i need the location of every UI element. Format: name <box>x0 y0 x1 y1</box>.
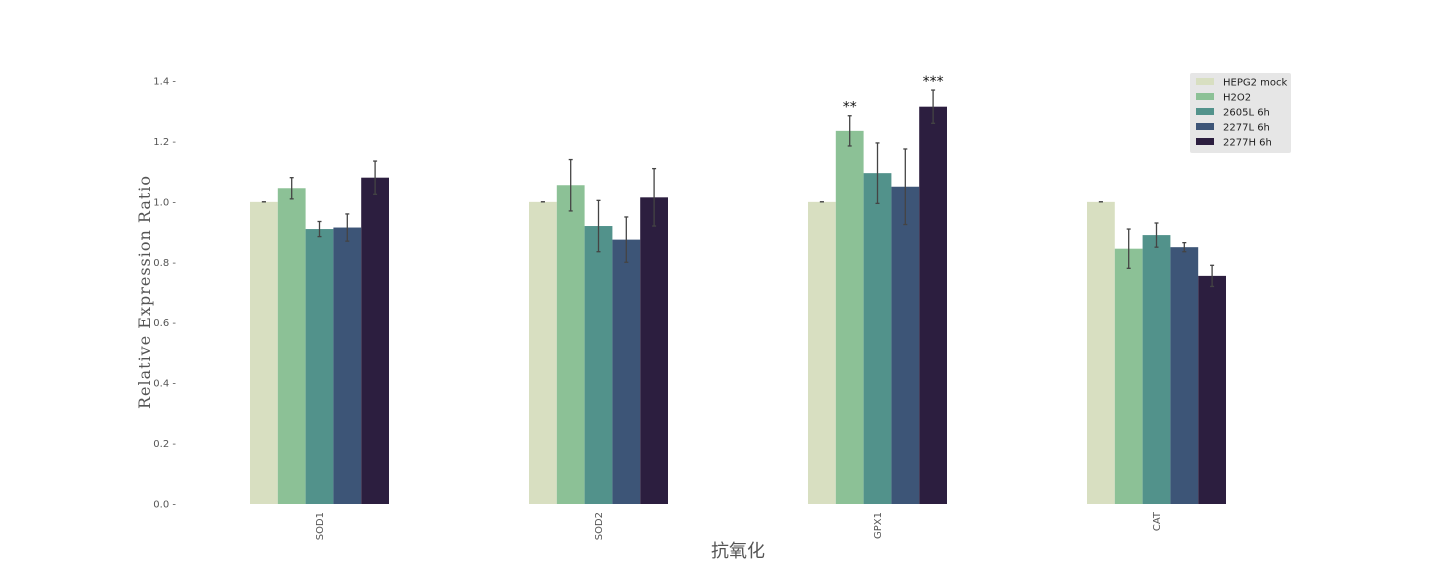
x-axis-title: 抗氧化 <box>711 541 765 562</box>
legend-label: 2605L 6h <box>1223 108 1270 119</box>
bar-cat-0 <box>1087 201 1115 504</box>
legend-swatch <box>1196 123 1214 130</box>
x-tick-label: CAT <box>1152 511 1163 531</box>
bar-gpx1-2 <box>863 173 892 504</box>
y-tick-label: 0.4 - <box>153 379 176 390</box>
bar-sod1-2 <box>305 229 334 505</box>
significance-marker: ** <box>843 100 857 116</box>
x-tick-label: GPX1 <box>873 512 884 539</box>
bar-gpx1-1 <box>835 130 864 504</box>
bar-sod1-0 <box>250 201 278 504</box>
bar-sod1-4 <box>361 177 389 504</box>
bar-sod2-1 <box>556 185 585 504</box>
bar-cat-4 <box>1198 275 1226 504</box>
bar-sod2-2 <box>584 226 613 504</box>
legend-label: 2277L 6h <box>1223 123 1270 134</box>
significance-layer: ***** <box>843 74 944 116</box>
bar-cat-2 <box>1142 235 1171 505</box>
x-axis: SOD1 SOD2 GPX1 CAT <box>315 511 1163 540</box>
legend-label: H2O2 <box>1223 93 1251 104</box>
error-bars-layer <box>261 89 1215 288</box>
bar-cat-1 <box>1114 248 1143 504</box>
y-tick-label: 0.6 - <box>153 318 176 329</box>
bar-gpx1-3 <box>891 186 920 504</box>
bar-sod1-1 <box>277 188 306 504</box>
y-axis: 0.0 - 0.2 - 0.4 - 0.6 - 0.8 - 1.0 - 1.2 - 1.4 - <box>153 77 176 511</box>
bar-sod1-3 <box>333 227 362 504</box>
bar-sod2-0 <box>529 201 557 504</box>
x-tick-label: SOD2 <box>594 512 605 540</box>
legend-swatch <box>1196 138 1214 145</box>
bar-sod2-3 <box>612 239 641 504</box>
x-tick-label: SOD1 <box>315 512 326 540</box>
y-tick-label: 1.2 - <box>153 137 176 148</box>
y-tick-label: 1.4 - <box>153 77 176 88</box>
y-tick-label: 1.0 - <box>153 197 176 208</box>
legend-box <box>1190 73 1291 153</box>
legend: HEPG2 mock H2O2 2605L 6h 2277L 6h 2277H 6h <box>1190 73 1291 153</box>
y-axis-title: Relative Expression Ratio <box>135 175 154 409</box>
bar-gpx1-4 <box>919 106 947 505</box>
bars-layer <box>250 106 1226 505</box>
bar-sod2-4 <box>640 197 668 504</box>
legend-swatch <box>1196 93 1214 100</box>
legend-label: 2277H 6h <box>1223 138 1272 149</box>
y-tick-label: 0.0 - <box>153 500 176 511</box>
legend-swatch <box>1196 108 1214 115</box>
bar-cat-3 <box>1170 247 1199 504</box>
bar-gpx1-0 <box>808 201 836 504</box>
significance-marker: *** <box>923 74 944 90</box>
legend-swatch <box>1196 78 1214 85</box>
y-tick-label: 0.2 - <box>153 439 176 450</box>
y-tick-label: 0.8 - <box>153 258 176 269</box>
legend-label: HEPG2 mock <box>1223 78 1288 89</box>
